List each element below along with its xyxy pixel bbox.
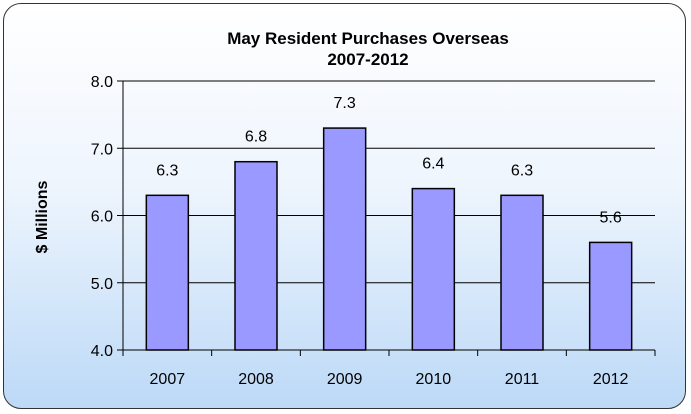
data-label-2012: 5.6 <box>600 209 622 226</box>
data-label-2010: 6.4 <box>422 156 444 173</box>
y-tick-label: 8.0 <box>91 74 113 91</box>
bar-2007 <box>145 194 190 351</box>
data-label-2009: 7.3 <box>334 95 356 112</box>
gridlines <box>123 80 655 284</box>
y-axis-label: $ Millions <box>34 180 51 253</box>
axes: 4.0 5.0 6.0 7.0 8.0 2007 2008 2009 2010 2011 2012 <box>91 74 656 388</box>
bar-2009 <box>322 127 367 351</box>
bar-2008 <box>234 160 278 351</box>
x-tick-label-2010: 2010 <box>416 371 452 388</box>
data-label-2011: 6.3 <box>511 162 533 179</box>
x-tick-label-2008: 2008 <box>238 371 274 388</box>
bar-2012 <box>588 241 633 351</box>
data-label-2007: 6.3 <box>156 162 178 179</box>
y-tick-label: 5.0 <box>91 276 113 293</box>
y-tick-label: 7.0 <box>91 141 113 158</box>
x-tick-label-2009: 2009 <box>327 371 363 388</box>
data-labels: 6.3 6.8 7.3 6.4 6.3 5.6 <box>156 95 622 226</box>
bar-2010 <box>411 187 456 351</box>
data-label-2008: 6.8 <box>245 129 267 146</box>
bars <box>145 127 633 351</box>
chart-title: May Resident Purchases Overseas <box>227 29 509 48</box>
x-tick-label-2012: 2012 <box>593 371 629 388</box>
chart-subtitle: 2007-2012 <box>327 50 408 69</box>
y-tick-label: 4.0 <box>91 343 113 360</box>
y-tick-label: 6.0 <box>91 209 113 226</box>
bar-2011 <box>500 194 544 351</box>
x-tick-label-2007: 2007 <box>150 371 186 388</box>
x-tick-label-2011: 2011 <box>505 371 540 388</box>
